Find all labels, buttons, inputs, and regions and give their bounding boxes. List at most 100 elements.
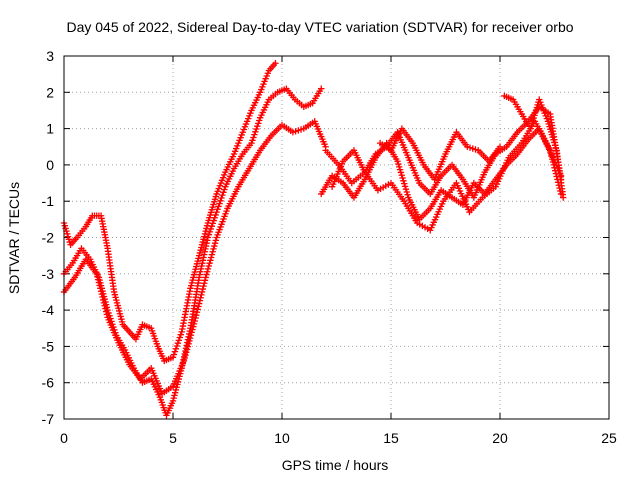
data-point-marker <box>318 85 325 92</box>
y-tick-label: -6 <box>42 375 55 391</box>
data-point-marker <box>102 305 109 312</box>
data-point-marker <box>496 143 504 150</box>
data-point-marker <box>199 285 206 293</box>
y-tick-label: -2 <box>42 230 55 246</box>
data-point-marker <box>192 314 199 322</box>
data-point-marker <box>190 323 197 330</box>
data-point-marker <box>211 242 218 250</box>
data-point-marker <box>169 354 177 361</box>
x-tick-label: 25 <box>601 430 617 446</box>
data-point-marker <box>204 268 211 275</box>
data-point-marker <box>195 300 203 307</box>
data-point-marker <box>203 271 210 278</box>
x-tick-label: 15 <box>383 430 399 446</box>
data-point-marker <box>103 311 111 318</box>
x-tick-label: 5 <box>169 430 177 446</box>
data-point-marker <box>394 158 401 165</box>
data-point-marker <box>204 234 212 241</box>
data-point-marker <box>177 331 184 338</box>
series-group <box>60 85 325 419</box>
data-point-marker <box>219 191 226 199</box>
data-point-marker <box>200 282 207 290</box>
data-point-marker <box>250 134 257 141</box>
data-point-marker <box>174 339 182 347</box>
data-point-marker <box>216 200 223 207</box>
data-point-marker <box>214 206 221 213</box>
y-axis-label: SDTVAR / TECUs <box>6 182 22 294</box>
data-point-marker <box>96 282 103 289</box>
data-point-marker <box>204 265 212 273</box>
data-point-marker <box>184 343 191 350</box>
data-point-marker <box>170 351 178 358</box>
data-point-marker <box>193 311 200 319</box>
data-point-marker <box>171 348 179 355</box>
y-tick-label: 0 <box>46 157 54 173</box>
data-point-marker <box>186 337 193 345</box>
data-point-marker <box>272 60 279 67</box>
data-point-marker <box>94 273 101 280</box>
data-point-marker <box>97 285 104 292</box>
data-point-marker <box>398 172 405 179</box>
data-point-marker <box>197 294 204 301</box>
x-tick-label: 20 <box>492 430 508 446</box>
data-point-marker <box>218 194 225 202</box>
data-point-marker <box>207 225 214 233</box>
data-point-marker <box>191 317 198 325</box>
data-point-marker <box>397 169 405 176</box>
data-point-marker <box>187 332 195 339</box>
data-point-marker <box>193 309 201 316</box>
y-tick-label: 2 <box>46 84 54 100</box>
data-point-marker <box>208 251 216 258</box>
data-point-marker <box>198 291 205 299</box>
data-point-marker <box>102 308 110 315</box>
data-point-marker <box>401 183 409 190</box>
chart-title: Day 045 of 2022, Sidereal Day-to-day VTE… <box>66 19 573 35</box>
data-point-marker <box>207 254 215 261</box>
data-point-marker <box>101 302 108 309</box>
data-point-marker <box>404 191 411 198</box>
data-point-marker <box>560 194 567 201</box>
x-tick-label: 0 <box>60 430 68 446</box>
series-group <box>501 92 567 201</box>
data-point-marker <box>215 203 222 210</box>
data-point-marker <box>201 280 208 287</box>
data-point-marker <box>402 185 410 193</box>
data-point-marker <box>94 276 102 283</box>
data-point-marker <box>221 186 228 193</box>
data-point-marker <box>208 223 215 230</box>
data-point-marker <box>100 299 108 307</box>
y-tick-label: 1 <box>46 121 54 137</box>
data-point-marker <box>181 354 188 362</box>
data-point-marker <box>201 277 209 284</box>
data-point-marker <box>256 117 263 124</box>
data-point-marker <box>211 240 219 247</box>
data-point-marker <box>183 349 190 356</box>
y-tick-label: -1 <box>42 193 55 209</box>
data-point-marker <box>198 288 206 296</box>
grid-lines <box>64 56 609 419</box>
data-point-marker <box>400 177 407 185</box>
data-point-marker <box>217 197 224 204</box>
data-point-marker <box>175 337 183 344</box>
data-point-marker <box>95 279 103 286</box>
data-point-marker <box>196 297 204 304</box>
series-group <box>60 118 329 397</box>
data-point-marker <box>185 340 192 348</box>
data-point-marker <box>212 211 219 219</box>
y-tick-label: -7 <box>42 411 55 427</box>
series-group <box>376 125 504 183</box>
data-point-marker <box>212 237 220 244</box>
data-point-marker <box>209 220 216 227</box>
y-tick-label: 3 <box>46 48 54 64</box>
data-point-marker <box>100 296 107 304</box>
data-point-marker <box>209 248 216 255</box>
data-point-marker <box>403 188 410 196</box>
x-tick-label: 10 <box>274 430 290 446</box>
data-point-marker <box>220 189 227 196</box>
plot-frame <box>63 55 610 420</box>
data-point-marker <box>396 163 403 171</box>
data-point-marker <box>173 342 181 350</box>
y-tick-label: -5 <box>42 338 55 354</box>
data-point-marker <box>255 120 262 127</box>
